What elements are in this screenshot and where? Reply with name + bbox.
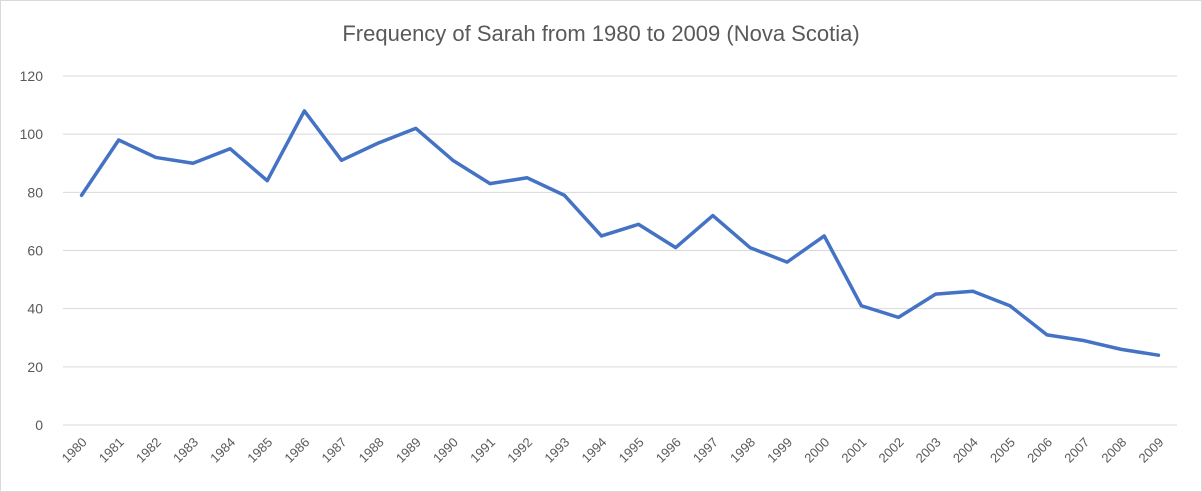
y-tick-label: 60	[27, 243, 43, 259]
y-tick-label: 120	[20, 68, 44, 84]
x-tick-label: 2002	[876, 435, 907, 466]
data-point-1988	[377, 141, 381, 145]
data-point-1990	[451, 158, 455, 162]
data-point-1984	[228, 147, 232, 151]
data-point-1986	[302, 109, 306, 113]
x-tick-label: 1995	[616, 435, 647, 466]
data-point-2009	[1156, 353, 1160, 357]
data-point-2005	[1008, 304, 1012, 308]
y-tick-label: 100	[20, 126, 44, 142]
x-tick-label: 1987	[319, 435, 350, 466]
y-tick-label: 80	[27, 184, 43, 200]
x-tick-label: 1999	[764, 435, 795, 466]
data-point-1983	[191, 161, 195, 165]
data-point-2006	[1045, 333, 1049, 337]
y-tick-label: 40	[27, 301, 43, 317]
data-point-1999	[785, 260, 789, 264]
x-tick-label: 2009	[1135, 435, 1166, 466]
data-point-1995	[637, 222, 641, 226]
data-point-1982	[154, 155, 158, 159]
x-tick-label: 2001	[838, 435, 869, 466]
data-point-2003	[934, 292, 938, 296]
x-tick-label: 2007	[1061, 435, 1092, 466]
data-point-1996	[674, 246, 678, 250]
x-tick-label: 1998	[727, 435, 758, 466]
x-tick-label: 1992	[504, 435, 535, 466]
data-point-2000	[822, 234, 826, 238]
x-tick-label: 1984	[207, 435, 238, 466]
data-point-2007	[1082, 339, 1086, 343]
gridlines	[63, 75, 1177, 426]
data-point-1985	[265, 179, 269, 183]
x-tick-label: 1993	[541, 435, 572, 466]
data-point-1980	[80, 193, 84, 197]
data-point-2002	[897, 315, 900, 319]
x-tick-label: 1983	[170, 435, 201, 466]
data-point-2004	[971, 289, 975, 293]
series-layer	[79, 109, 1161, 357]
x-tick-label: 1988	[356, 435, 387, 466]
x-tick-label: 1996	[653, 435, 684, 466]
x-tick-label: 1997	[690, 435, 721, 466]
x-tick-label: 2003	[913, 435, 944, 466]
x-tick-label: 1989	[393, 435, 424, 466]
x-tick-label: 2005	[987, 435, 1018, 466]
data-point-1997	[711, 214, 715, 218]
series-line-0	[79, 109, 1161, 357]
x-tick-label: 1991	[467, 435, 498, 466]
x-tick-label: 1981	[96, 435, 127, 466]
data-point-1989	[414, 126, 418, 130]
x-tick-label: 1994	[578, 435, 609, 466]
y-tick-label: 20	[27, 359, 43, 375]
x-tick-label: 1980	[59, 435, 90, 466]
data-point-1981	[117, 138, 121, 142]
data-point-1994	[599, 234, 603, 238]
y-tick-label: 0	[35, 417, 43, 433]
data-point-2001	[859, 304, 863, 308]
data-point-1993	[562, 193, 566, 197]
data-point-2008	[1119, 347, 1123, 351]
y-axis-tick-labels: 0 20 40 60 80 100 120	[20, 68, 44, 433]
data-point-1998	[748, 246, 752, 250]
data-point-1991	[488, 182, 492, 186]
chart-title: Frequency of Sarah from 1980 to 2009 (No…	[342, 21, 860, 46]
x-tick-label: 1990	[430, 435, 461, 466]
x-axis-tick-labels: 1980 1981 1982 1983 1984 1985 1986 1987 1988 1989…	[59, 435, 1167, 466]
x-tick-label: 1985	[244, 435, 275, 466]
x-tick-label: 2004	[950, 435, 981, 466]
x-tick-label: 2008	[1098, 435, 1129, 466]
data-point-1987	[340, 158, 343, 162]
x-tick-label: 2000	[801, 435, 832, 466]
x-tick-label: 1982	[133, 435, 164, 466]
x-tick-label: 1986	[281, 435, 312, 466]
data-point-1992	[525, 176, 529, 180]
x-tick-label: 2006	[1024, 435, 1055, 466]
